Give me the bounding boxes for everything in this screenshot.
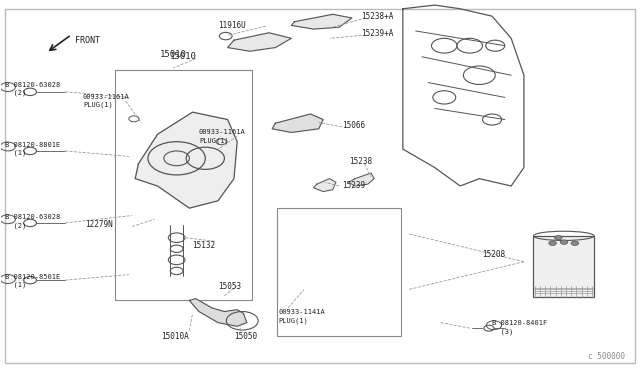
Text: (3): (3) xyxy=(492,328,513,335)
FancyBboxPatch shape xyxy=(115,70,252,301)
Text: PLUG(1): PLUG(1) xyxy=(83,102,113,108)
Text: 15208: 15208 xyxy=(482,250,505,259)
Text: 15238: 15238 xyxy=(349,157,372,166)
Circle shape xyxy=(571,241,579,246)
Text: PLUG(1): PLUG(1) xyxy=(278,317,308,324)
Text: 15239+A: 15239+A xyxy=(362,29,394,38)
Text: 15066: 15066 xyxy=(342,121,365,129)
Text: 15010: 15010 xyxy=(160,51,187,60)
Text: 15132: 15132 xyxy=(193,241,216,250)
FancyBboxPatch shape xyxy=(276,208,401,336)
Text: (1): (1) xyxy=(4,282,26,288)
Text: B 08120-63028: B 08120-63028 xyxy=(4,82,60,88)
FancyBboxPatch shape xyxy=(4,9,636,363)
Text: 00933-1161A: 00933-1161A xyxy=(83,94,130,100)
Text: B 08120-8401F: B 08120-8401F xyxy=(492,320,547,326)
Polygon shape xyxy=(189,299,246,326)
Text: PLUG(1): PLUG(1) xyxy=(199,137,228,144)
Polygon shape xyxy=(228,33,291,51)
Polygon shape xyxy=(291,14,352,29)
Text: 11916U: 11916U xyxy=(218,20,246,29)
Circle shape xyxy=(554,235,562,240)
Text: (1): (1) xyxy=(4,150,26,156)
Polygon shape xyxy=(135,112,237,208)
Polygon shape xyxy=(314,179,336,192)
FancyBboxPatch shape xyxy=(534,236,594,297)
Text: 15010: 15010 xyxy=(170,52,196,61)
Text: B 08120-8501E: B 08120-8501E xyxy=(4,274,60,280)
Text: B 08120-63028: B 08120-63028 xyxy=(4,214,60,220)
Text: B 08120-8801E: B 08120-8801E xyxy=(4,142,60,148)
Text: 00933-1141A: 00933-1141A xyxy=(278,309,325,315)
Text: 00933-1161A: 00933-1161A xyxy=(199,129,246,135)
Text: 15238+A: 15238+A xyxy=(362,12,394,22)
Text: 15010A: 15010A xyxy=(161,332,188,341)
Circle shape xyxy=(548,241,556,246)
Polygon shape xyxy=(349,173,374,186)
Text: c 500000: c 500000 xyxy=(588,352,625,361)
Text: 15239: 15239 xyxy=(342,182,365,190)
Polygon shape xyxy=(272,114,323,132)
Text: 15050: 15050 xyxy=(234,332,257,341)
Text: 12279N: 12279N xyxy=(85,220,113,229)
Text: (2): (2) xyxy=(4,222,26,229)
Text: 15053: 15053 xyxy=(218,282,241,291)
Text: FRONT: FRONT xyxy=(75,36,100,45)
Circle shape xyxy=(560,240,568,244)
Text: (2): (2) xyxy=(4,90,26,96)
